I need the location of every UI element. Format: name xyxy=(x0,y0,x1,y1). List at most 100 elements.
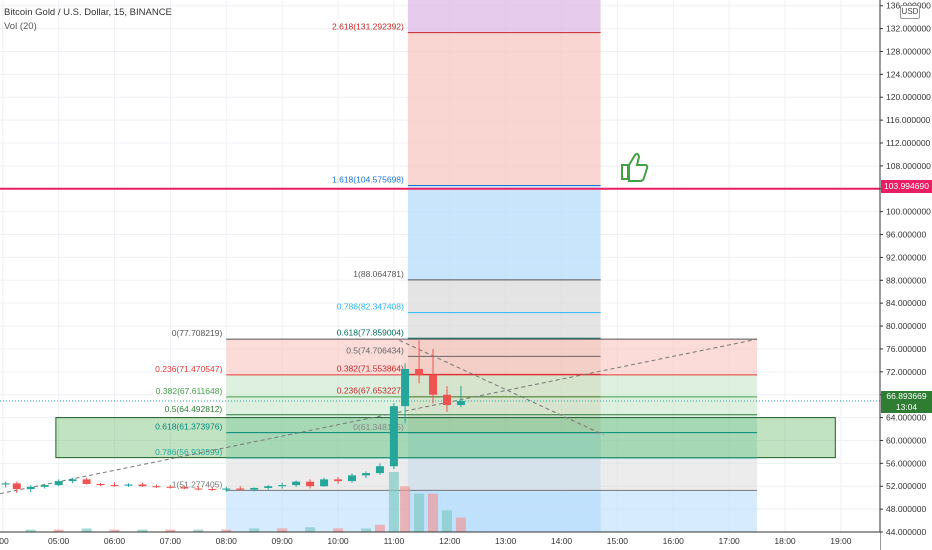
candle-body xyxy=(348,475,356,482)
fib-extension-label: 1.618(104.575698) xyxy=(332,174,404,184)
volume-bar xyxy=(360,528,371,532)
fib-extension-label: 0.786(82.347408) xyxy=(337,302,404,312)
fib-extension-zone-upper xyxy=(407,32,601,186)
price-tick-label: 132.000000 xyxy=(886,24,931,34)
candle-body xyxy=(152,486,161,488)
fib-extension-label: 1(88.064781) xyxy=(353,269,404,279)
price-tick-label: 48.000000 xyxy=(886,504,926,514)
price-tick-label: 44.000000 xyxy=(886,527,926,537)
time-tick-label: 12:00 xyxy=(439,536,461,546)
candle-body xyxy=(138,484,147,487)
candle-body xyxy=(194,488,203,490)
fib-retracement-label: 0.618(61.373976) xyxy=(155,422,222,432)
price-tick-label: 56.000000 xyxy=(886,458,926,468)
candle-body xyxy=(415,368,424,375)
candle-body xyxy=(222,488,231,490)
price-tick-label: 112.000000 xyxy=(886,138,931,148)
price-tick-label: 72.000000 xyxy=(886,367,926,377)
candle-body xyxy=(54,481,63,486)
price-tick-label: 92.000000 xyxy=(886,252,926,262)
candle-body xyxy=(180,487,189,489)
fib-extension-label: 0.618(77.859004) xyxy=(337,327,404,337)
volume-bar xyxy=(441,510,452,532)
price-tick-label: 52.000000 xyxy=(886,481,926,491)
time-tick-label: 17:00 xyxy=(719,536,741,546)
candle-body xyxy=(278,485,287,487)
fib-extension-zone-top xyxy=(407,0,601,33)
fib-retracement-label: 0(77.708219) xyxy=(172,328,223,338)
volume-bar xyxy=(193,529,204,532)
bar-countdown: 13:04 xyxy=(895,402,918,412)
volume-bar xyxy=(221,529,232,532)
price-tick-label: 96.000000 xyxy=(886,230,926,240)
time-tick-label: 15:00 xyxy=(607,536,629,546)
candle-body xyxy=(401,368,410,407)
candle-body xyxy=(292,481,301,486)
fib-extension-zone-grey xyxy=(407,279,601,339)
price-tick-label: 84.000000 xyxy=(886,298,926,308)
volume-bar xyxy=(81,528,92,532)
price-tick-label: 80.000000 xyxy=(886,321,926,331)
candle-body xyxy=(40,485,49,487)
time-axis-background xyxy=(0,532,880,550)
volume-indicator-label[interactable]: Vol (20) xyxy=(4,21,37,32)
volume-bar xyxy=(53,529,64,532)
candle-body xyxy=(456,401,465,406)
candle-body xyxy=(361,473,370,476)
time-tick-label: 10:00 xyxy=(327,536,349,546)
volume-bar xyxy=(165,529,176,532)
volume-bar xyxy=(137,529,148,532)
candle-body xyxy=(1,483,10,485)
fib-retracement-label: 0.5(64.492812) xyxy=(165,404,223,414)
trend-line xyxy=(0,338,758,495)
price-tick-label: 108.000000 xyxy=(886,161,931,171)
volume-bar xyxy=(109,529,120,532)
last-price-value: 66.893669 xyxy=(886,391,927,401)
volume-bar xyxy=(333,528,344,532)
volume-bar xyxy=(249,528,260,532)
time-tick-label: 11:00 xyxy=(384,536,405,546)
candle-body xyxy=(264,486,273,488)
candle-body xyxy=(320,479,329,487)
price-tick-label: 120.000000 xyxy=(886,92,931,102)
time-tick-label: 05:00 xyxy=(48,536,70,546)
thumbs-up-icon xyxy=(621,152,649,182)
price-tick-label: 116.000000 xyxy=(886,115,931,125)
candle-body xyxy=(96,483,105,486)
price-tick-label: 60.000000 xyxy=(886,435,926,445)
time-tick-label: 09:00 xyxy=(272,536,294,546)
price-tick-label: 88.000000 xyxy=(886,275,926,285)
volume-bar xyxy=(25,529,36,532)
candle-body xyxy=(110,485,119,487)
volume-bar xyxy=(374,524,385,532)
candle-body xyxy=(375,466,384,474)
fib-retracement-label: 1(51.277405) xyxy=(172,479,223,489)
volume-bar xyxy=(305,527,316,532)
last-price-badge: 66.893669 13:04 xyxy=(881,391,932,413)
fib-retracement-label: 0.382(67.611648) xyxy=(156,386,223,396)
fib-retracement-zone-teal xyxy=(226,414,758,459)
candle-body xyxy=(306,481,315,487)
price-tick-label: 100.000000 xyxy=(886,207,931,217)
fib-retracement-label: 0.786(56.933599) xyxy=(155,447,222,457)
fib-extension-label: 0.382(71.553864) xyxy=(337,363,404,373)
candle-body xyxy=(68,479,77,482)
candle-body xyxy=(389,406,398,467)
time-tick-label: 18:00 xyxy=(774,536,796,546)
time-tick-label: 08:00 xyxy=(216,536,238,546)
time-tick-label: 13:00 xyxy=(495,536,517,546)
fib-retracement-zone-grey xyxy=(226,458,758,491)
volume-bar xyxy=(455,517,466,532)
symbol-title: Bitcoin Gold / U.S. Dollar, 15, BINANCE xyxy=(4,7,172,18)
currency-button[interactable]: USD xyxy=(900,5,920,19)
time-tick-label: 07:00 xyxy=(160,536,182,546)
fib-extension-zone-mid xyxy=(407,185,601,280)
candle-body xyxy=(442,394,451,406)
fib-retracement-zone-red xyxy=(226,339,758,375)
price-tick-label: 64.000000 xyxy=(886,413,926,423)
price-tick-label: 124.000000 xyxy=(886,69,931,79)
volume-bar xyxy=(277,528,288,532)
candle-body xyxy=(82,479,91,484)
price-tick-label: 128.000000 xyxy=(886,46,931,56)
